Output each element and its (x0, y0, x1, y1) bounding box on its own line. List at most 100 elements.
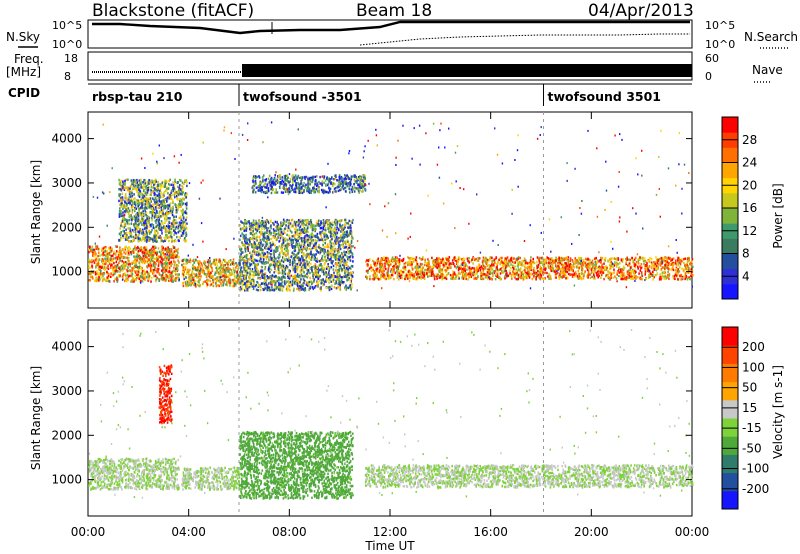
echo-point (159, 183, 161, 186)
echo-point (307, 274, 309, 278)
echo-point (228, 259, 231, 263)
echo-point (349, 283, 352, 287)
echo-point (283, 244, 285, 247)
echo-point (124, 232, 127, 235)
echo-point (256, 224, 258, 228)
echo-point (325, 251, 328, 254)
echo-point (185, 262, 187, 265)
echo-point (313, 254, 316, 257)
echo-point (244, 282, 246, 286)
echo-point (146, 223, 149, 226)
echo-point (118, 212, 121, 216)
echo-point (125, 277, 127, 281)
echo-point (310, 236, 313, 239)
echo-point (302, 223, 304, 226)
echo-point (121, 214, 124, 217)
echo-point (260, 225, 262, 228)
echo-point (331, 237, 333, 241)
echo-point (344, 246, 346, 249)
echo-point (161, 239, 163, 242)
echo-point (153, 191, 156, 195)
echo-point (144, 233, 146, 236)
echo-point (184, 194, 186, 197)
echo-point (140, 248, 142, 251)
echo-point (246, 253, 249, 257)
echo-point (267, 247, 269, 250)
echo-point (177, 227, 179, 230)
echo-point (250, 263, 253, 266)
echo-point (136, 224, 138, 228)
echo-point (244, 287, 247, 291)
echo-point (155, 235, 157, 238)
echo-point (150, 264, 153, 267)
echo-point (252, 221, 254, 224)
echo-point (131, 266, 134, 270)
echo-point (125, 245, 127, 248)
echo-point (339, 286, 341, 289)
echo-point (351, 252, 354, 255)
echo-point (107, 254, 109, 258)
echo-point (222, 269, 224, 272)
echo-point (252, 287, 255, 291)
echo-point (122, 217, 124, 220)
echo-point (177, 223, 180, 227)
echo-point (120, 255, 122, 258)
echo-point (170, 271, 173, 274)
echo-point (313, 191, 315, 194)
echo-point (123, 226, 126, 229)
echo-point (313, 280, 315, 283)
echo-point (156, 224, 159, 227)
echo-point (149, 253, 152, 256)
echo-point (328, 278, 331, 281)
echo-point (173, 222, 176, 225)
echo-point (300, 267, 303, 271)
echo-point (166, 211, 168, 215)
echo-point (145, 238, 148, 242)
echo-point (263, 288, 265, 292)
echo-point (171, 213, 174, 217)
echo-point (161, 232, 163, 235)
echo-point (140, 229, 142, 232)
echo-point (177, 190, 179, 194)
echo-point (128, 246, 130, 249)
echo-point (265, 257, 268, 261)
echo-point (147, 273, 149, 276)
echo-point (348, 187, 351, 191)
echo-point (313, 256, 315, 259)
echo-point (104, 249, 107, 253)
echo-point (252, 259, 254, 262)
echo-point (197, 270, 200, 273)
echo-point (149, 249, 151, 252)
echo-point (147, 186, 149, 190)
echo-point (146, 215, 149, 218)
echo-point (137, 230, 140, 234)
echo-point (364, 177, 366, 180)
echo-point (255, 219, 257, 223)
echo-point (115, 269, 118, 272)
echo-point (95, 247, 97, 250)
echo-point (170, 224, 173, 227)
echo-point (179, 236, 181, 240)
echo-point (150, 225, 152, 228)
echo-point (196, 275, 198, 279)
echo-point (134, 209, 136, 213)
echo-point (256, 273, 259, 276)
echo-point (307, 271, 309, 274)
echo-point (257, 225, 259, 228)
echo-point (275, 233, 278, 236)
echo-point (165, 278, 168, 281)
echo-point (260, 257, 262, 260)
echo-point (281, 221, 283, 224)
echo-point (315, 248, 318, 252)
echo-point (219, 272, 221, 275)
echo-point (183, 270, 185, 273)
echo-point (330, 223, 333, 226)
echo-point (165, 230, 168, 234)
echo-point (327, 227, 330, 230)
echo-point (182, 270, 184, 274)
echo-point (174, 195, 176, 199)
echo-point (333, 244, 336, 247)
echo-point (142, 196, 144, 200)
echo-point (317, 275, 319, 278)
echo-point (287, 226, 290, 230)
